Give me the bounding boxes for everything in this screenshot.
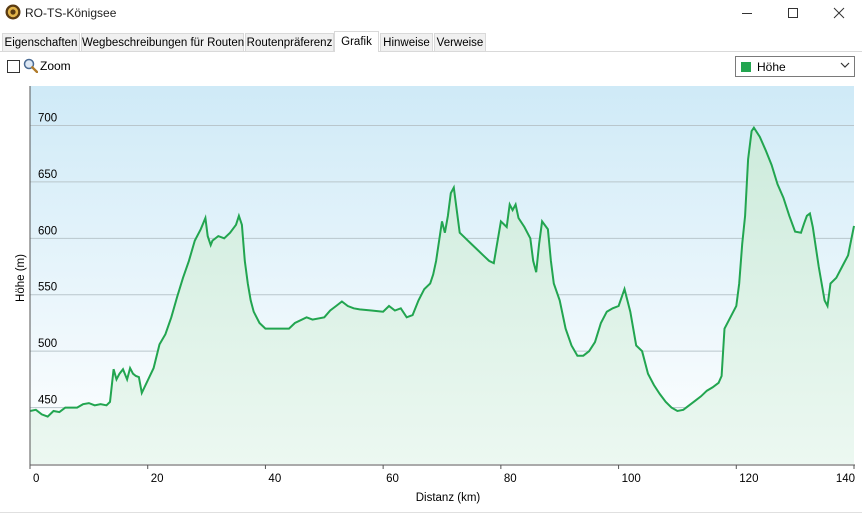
x-tick-label: 100 [622,473,641,485]
y-tick-label: 500 [38,338,57,350]
elevation-area [30,127,854,464]
x-tick-label: 40 [268,473,281,485]
x-tick-label: 140 [836,473,855,485]
title-bar: RO-TS-Königsee [0,0,862,26]
minimize-button[interactable] [724,0,770,26]
minimize-icon [742,13,752,14]
tab-label: Hinweise [383,37,430,49]
window-title: RO-TS-Königsee [25,6,117,20]
x-tick-label: 120 [739,473,758,485]
maximize-icon [788,8,798,18]
x-axis-label: Distanz (km) [416,492,481,504]
x-tick-label: 60 [386,473,399,485]
tab-label: Routenpräferenz [246,37,333,49]
tab-label: Grafik [341,36,372,48]
magnifier-icon [23,58,38,73]
tab-wegbeschreibungen[interactable]: Wegbeschreibungen für Routen [81,33,244,51]
y-axis-label: Höhe (m) [15,254,27,302]
zoom-label: Zoom [40,59,71,73]
tab-strip: Eigenschaften Wegbeschreibungen für Rout… [0,31,862,52]
tab-label: Wegbeschreibungen für Routen [82,37,245,49]
y-tick-label: 600 [38,225,57,237]
zoom-checkbox[interactable] [7,60,20,73]
tab-label: Eigenschaften [4,37,78,49]
tab-verweise[interactable]: Verweise [434,33,486,51]
tab-label: Verweise [436,37,484,49]
x-tick-label: 80 [504,473,517,485]
close-button[interactable] [816,0,862,26]
tab-routenpraeferenz[interactable]: Routenpräferenz [245,33,334,51]
series-select-value: Höhe [757,60,786,74]
elevation-line [29,125,855,418]
tab-eigenschaften[interactable]: Eigenschaften [2,33,80,51]
app-logo-icon [5,4,21,20]
y-tick-label: 550 [38,282,57,294]
maximize-button[interactable] [770,0,816,26]
x-tick-label: 20 [151,473,164,485]
y-tick-label: 450 [38,395,57,407]
series-color-swatch [741,62,751,72]
chevron-down-icon [840,62,850,68]
tab-hinweise[interactable]: Hinweise [380,33,433,51]
y-tick-label: 650 [38,169,57,181]
elevation-chart: 450 500 550 600 650 700 0 20 40 60 80 100 120 140 Di… [15,86,855,504]
y-tick-label: 700 [38,112,57,124]
close-icon [833,7,845,19]
x-tick-label: 0 [33,473,39,485]
series-select[interactable]: Höhe [735,56,855,77]
tab-grafik[interactable]: Grafik [334,31,379,52]
divider [0,512,862,513]
